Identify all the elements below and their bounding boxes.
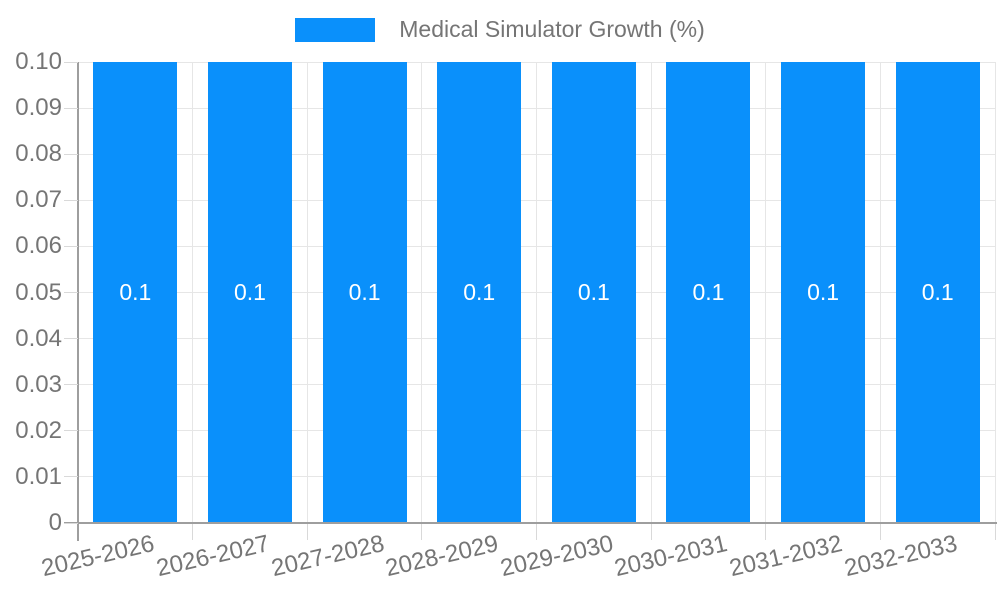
y-axis-tick	[64, 338, 78, 340]
x-axis-line	[64, 522, 997, 524]
bar-value-label: 0.1	[233, 279, 266, 305]
bar-value-label: 0.1	[348, 279, 381, 305]
bar-value-label: 0.1	[577, 279, 610, 305]
vertical-gridline	[192, 62, 194, 523]
x-axis-tick	[994, 524, 996, 540]
bar[interactable]: 0.1	[437, 62, 522, 523]
bar[interactable]: 0.1	[207, 62, 292, 523]
x-axis-tick	[650, 524, 652, 540]
vertical-gridline	[650, 62, 652, 523]
legend-label: Medical Simulator Growth (%)	[399, 16, 705, 42]
bar[interactable]: 0.1	[93, 62, 178, 523]
y-tick-label: 0.02	[15, 416, 62, 444]
y-tick-label: 0.01	[15, 462, 62, 490]
y-axis-tick	[64, 384, 78, 386]
x-axis-tick	[879, 524, 881, 540]
vertical-gridline	[765, 62, 767, 523]
legend-swatch	[295, 17, 376, 42]
y-tick-label: 0.07	[15, 186, 62, 214]
x-axis-tick	[536, 524, 537, 540]
y-tick-label: 0.10	[15, 48, 62, 75]
y-axis-line	[77, 62, 79, 541]
y-tick-label: 0	[48, 509, 62, 536]
y-tick-label: 0.08	[15, 140, 62, 168]
y-tick-label: 0.05	[15, 278, 62, 306]
x-axis-tick	[306, 524, 308, 540]
y-axis-tick	[64, 292, 78, 293]
y-axis-tick	[64, 245, 78, 247]
bar[interactable]: 0.1	[551, 62, 636, 523]
y-axis-tick	[64, 522, 78, 524]
bar-value-label: 0.1	[692, 279, 725, 305]
y-axis-tick	[64, 430, 78, 432]
bar-value-label: 0.1	[807, 279, 840, 305]
vertical-gridline	[994, 62, 996, 523]
plot-area: 0.1 0.1 0.1 0.1 0.1 0.1 0.1 0.1	[78, 61, 996, 523]
x-axis-tick	[192, 524, 194, 540]
bar-value-label: 0.1	[921, 279, 954, 305]
vertical-gridline	[879, 62, 881, 523]
y-tick-label: 0.03	[15, 370, 62, 398]
y-axis-tick	[64, 153, 78, 155]
bar[interactable]: 0.1	[895, 62, 980, 523]
bar[interactable]: 0.1	[781, 62, 866, 523]
vertical-gridline	[421, 62, 423, 523]
legend[interactable]: Medical Simulator Growth (%)	[0, 16, 1000, 43]
bar[interactable]: 0.1	[322, 62, 407, 523]
bar-value-label: 0.1	[119, 279, 152, 305]
y-axis-tick	[64, 61, 78, 63]
y-tick-label: 0.09	[15, 94, 62, 122]
y-axis-tick	[64, 476, 78, 478]
y-tick-label: 0.06	[15, 232, 62, 260]
vertical-gridline	[536, 62, 537, 523]
y-tick-label: 0.04	[15, 324, 62, 352]
vertical-gridline	[306, 62, 308, 523]
y-axis-tick	[64, 107, 78, 109]
bar[interactable]: 0.1	[666, 62, 751, 523]
y-axis-tick	[64, 199, 78, 201]
bar-value-label: 0.1	[463, 279, 496, 305]
x-axis-tick	[421, 524, 423, 540]
x-axis-tick	[765, 524, 767, 540]
